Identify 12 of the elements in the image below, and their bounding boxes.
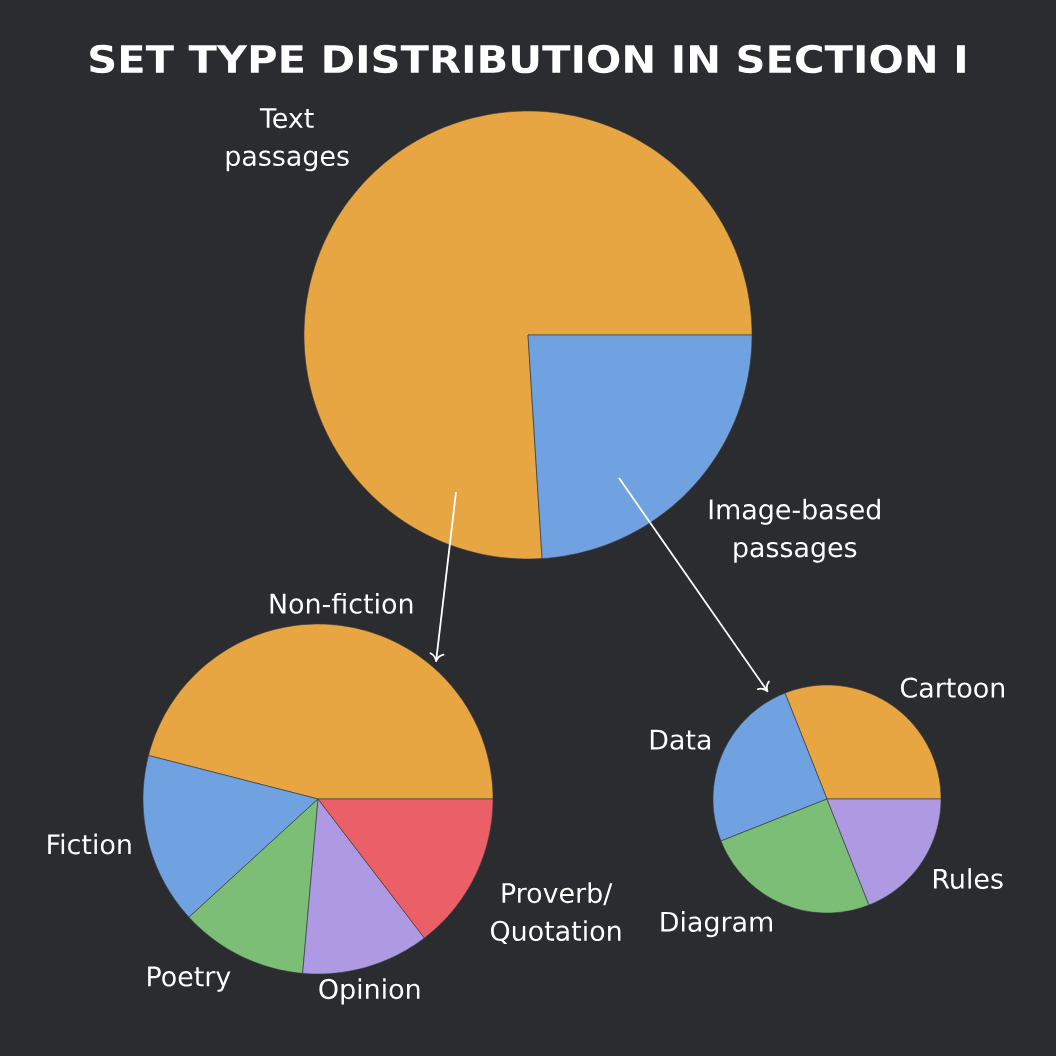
slice-label: Fiction: [48, 833, 131, 855]
slice-label: Text passages: [226, 108, 349, 172]
slice-label: Data: [650, 729, 711, 750]
slice-label: Poetry: [148, 966, 231, 992]
slice-label: Cartoon: [900, 677, 1005, 698]
slice-label: Opinion: [319, 978, 420, 1005]
slice-label: Rules: [934, 868, 1003, 889]
chart-title: SET TYPE DISTRIBUTION IN SECTION I: [90, 44, 965, 74]
slice-label: Proverb/Quotation: [490, 882, 621, 945]
slice-label: Diagram: [661, 911, 772, 938]
slice-label: Image-based passages: [709, 498, 880, 563]
slice-label: Non-fiction: [270, 592, 413, 614]
